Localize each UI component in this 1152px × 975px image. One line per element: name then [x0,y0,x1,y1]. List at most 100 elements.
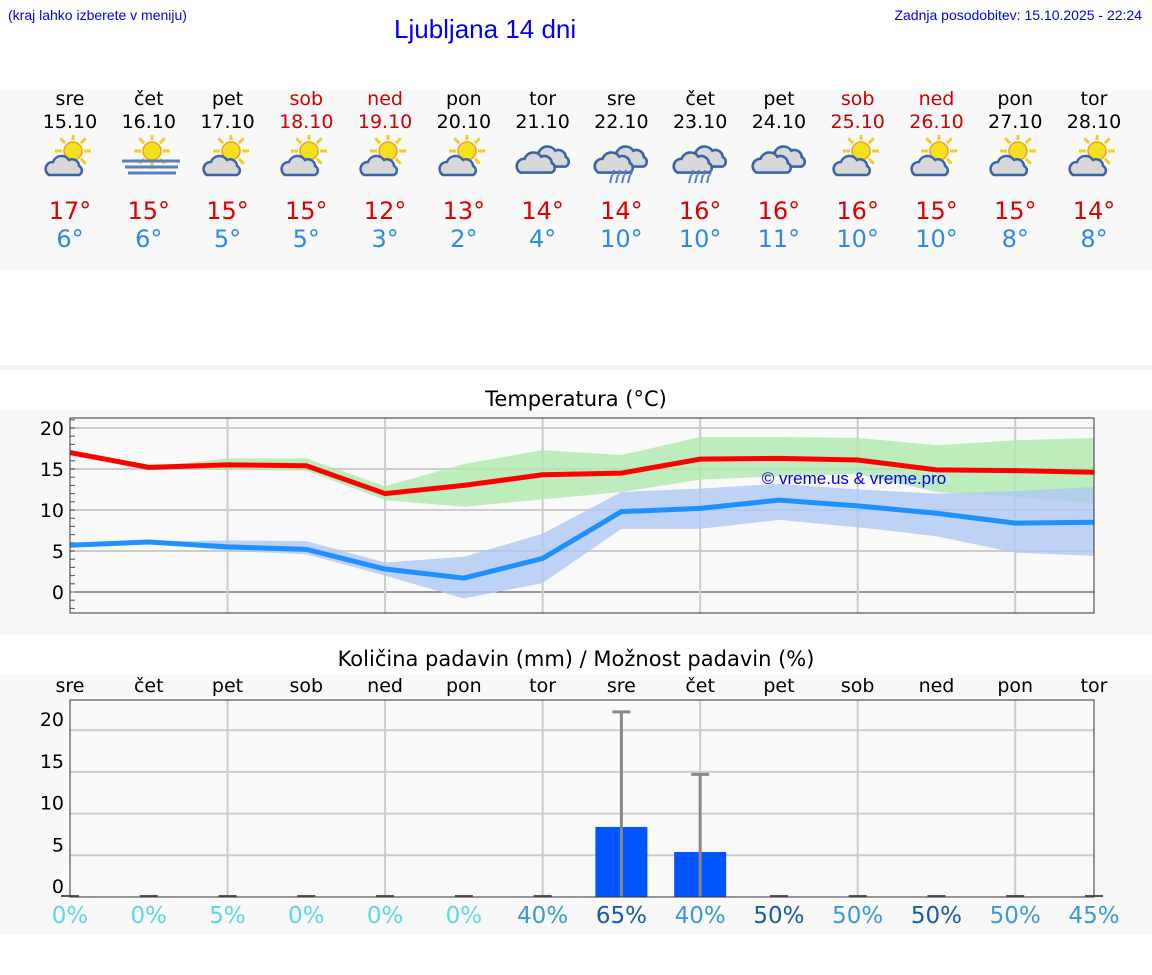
temp-tick-label: 10 [40,500,64,522]
day-date: 27.10 [988,111,1043,133]
precip-day-label: pet [763,675,795,697]
min-temp: 6° [56,225,84,253]
max-temp: 14° [1072,197,1116,225]
last-updated: Zadnja posodobitev: 15.10.2025 - 22:24 [894,7,1142,23]
day-name: tor [1080,88,1108,110]
precip-tick-label: 20 [40,709,64,731]
precip-day-label: ned [367,675,403,697]
precip-probability: 0% [366,903,404,929]
max-temp: 16° [757,197,801,225]
day-name: sob [840,88,875,110]
max-temp: 16° [836,197,879,225]
min-temp: 11° [757,225,801,253]
min-temp: 4° [528,225,557,253]
max-temp: 15° [285,197,328,225]
precip-day-label: čet [133,675,164,697]
min-temp: 2° [450,225,478,253]
max-temp: 15° [127,197,171,225]
partly-cloudy-icon [1054,133,1134,185]
day-name: ned [918,88,955,110]
precip-day-label: ned [918,675,955,697]
max-temp: 13° [442,197,486,225]
forecast-panel [0,90,1152,270]
min-temp: 10° [600,225,643,253]
precip-probability: 40% [517,903,569,929]
max-temp: 15° [993,197,1037,225]
precipitation-title: Količina padavin (mm) / Možnost padavin … [337,647,815,671]
day-name: pet [763,88,795,110]
precip-day-label: pet [211,675,244,697]
partly-cloudy-icon [424,133,504,185]
page-title: Ljubljana 14 dni [394,14,577,44]
day-date: 21.10 [515,111,570,133]
min-temp: 5° [292,225,320,253]
precip-day-label: pon [997,675,1034,697]
max-temp: 15° [206,197,249,225]
precip-probability: 50% [910,903,963,929]
precip-probability: 0% [130,903,168,929]
day-date: 16.10 [121,111,176,133]
max-temp: 14° [521,197,564,225]
fog-sun-icon [109,133,189,185]
precip-probability: 45% [1068,903,1120,929]
precip-tick-label: 15 [40,751,64,773]
temp-tick-label: 20 [40,418,64,440]
precip-day-label: tor [1080,675,1108,697]
day-date: 23.10 [672,111,728,133]
precip-day-label: sre [606,675,636,697]
day-date: 24.10 [751,111,807,133]
precip-day-label: sre [55,675,85,697]
precip-tick-label: 0 [52,876,64,898]
day-name: sob [289,88,324,110]
min-temp-band [70,483,1095,599]
precip-probability: 40% [674,903,726,929]
rain-cloud-icon [581,135,661,189]
partly-cloudy-icon [345,133,425,185]
day-name: tor [529,88,557,110]
precip-tick-label: 5 [52,834,64,856]
cloudy-icon [503,135,583,185]
day-name: čet [133,88,164,110]
precip-day-label: sob [289,675,324,697]
min-temp: 6° [135,225,163,253]
day-date: 25.10 [830,111,885,133]
day-date: 17.10 [200,111,255,133]
partly-cloudy-icon [188,133,268,185]
day-name: čet [685,88,715,110]
min-temp: 5° [213,225,242,253]
day-date: 22.10 [594,111,649,133]
day-date: 19.10 [357,111,413,133]
day-date: 26.10 [909,111,964,133]
cloudy-icon [739,135,819,185]
precip-plot-frame [69,699,1095,898]
min-temp-line [69,497,1095,581]
min-temp: 3° [371,225,399,253]
max-temp: 16° [678,197,722,225]
temp-tick-label: 5 [52,541,64,563]
partly-cloudy-icon [975,133,1055,185]
location-hint: (kraj lahko izberete v meniju) [8,7,187,23]
min-temp: 8° [1001,225,1029,253]
temp-plot-frame [69,417,1095,614]
day-date: 15.10 [42,111,98,133]
precip-day-label: sob [840,675,875,697]
day-date: 28.10 [1066,111,1122,133]
precip-probability: 0% [51,903,89,929]
max-temp-line [69,450,1095,497]
day-date: 18.10 [279,111,334,133]
day-name: sre [606,88,636,110]
temperature-title: Temperatura (°C) [485,387,667,411]
rain-cloud-icon [660,135,740,189]
day-name: ned [367,88,403,110]
partly-cloudy-icon [896,133,976,185]
divider [0,365,1152,370]
partly-cloudy-icon [30,133,110,185]
precip-plot-area [70,700,1094,897]
day-name: sre [55,88,85,110]
precip-day-label: pon [445,675,482,697]
precip-probability: 50% [753,903,805,929]
min-temp: 10° [915,225,958,253]
temp-tick-label: 15 [40,459,64,481]
precip-probability: 5% [209,903,246,929]
